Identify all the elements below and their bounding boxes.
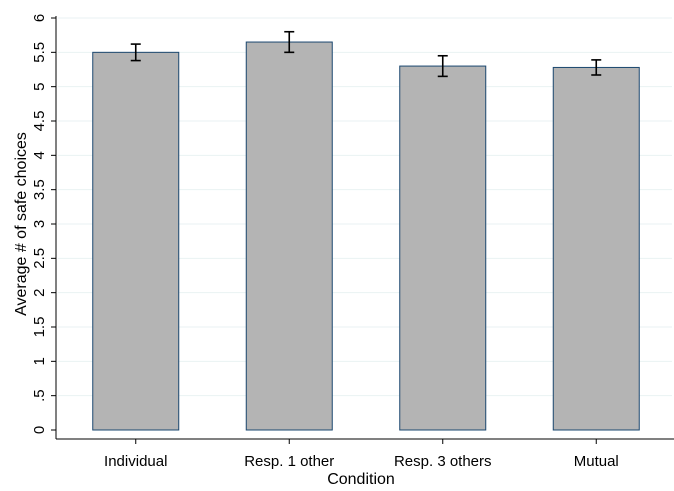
bar-mutual [552,66,640,431]
x-tick-label: Mutual [574,453,619,470]
x-ticks: Individual Resp. 1 other Resp. 3 others Mut… [104,439,619,470]
y-tick-label: 3.5 [31,179,48,200]
y-tick-label: 5.5 [31,42,48,63]
y-axis-title: Average # of safe choices [13,132,30,316]
x-axis-title: Condition [327,471,395,488]
y-tick-label: 1 [31,357,48,365]
y-ticks: 0 .5 1 1.5 2 2.5 3 3.5 4 4.5 5 5.5 6 [31,14,56,434]
bar-individual [92,51,180,431]
y-tick-label: 6 [31,14,48,22]
y-tick-label: .5 [31,389,48,402]
bar-resp-3-others [399,65,487,431]
y-tick-label: 4 [31,151,48,159]
error-bars [130,30,602,78]
y-tick-label: 2.5 [31,248,48,269]
y-tick-label: 3 [31,220,48,228]
x-tick-label: Resp. 3 others [394,453,492,470]
bar-resp-1-other [245,41,333,431]
y-tick-label: 5 [31,82,48,90]
y-tick-label: 2 [31,288,48,296]
y-tick-label: 4.5 [31,111,48,132]
x-tick-label: Individual [104,453,167,470]
y-tick-label: 0 [31,426,48,434]
y-tick-label: 1.5 [31,317,48,338]
x-tick-label: Resp. 1 other [244,453,334,470]
bars [92,41,640,431]
